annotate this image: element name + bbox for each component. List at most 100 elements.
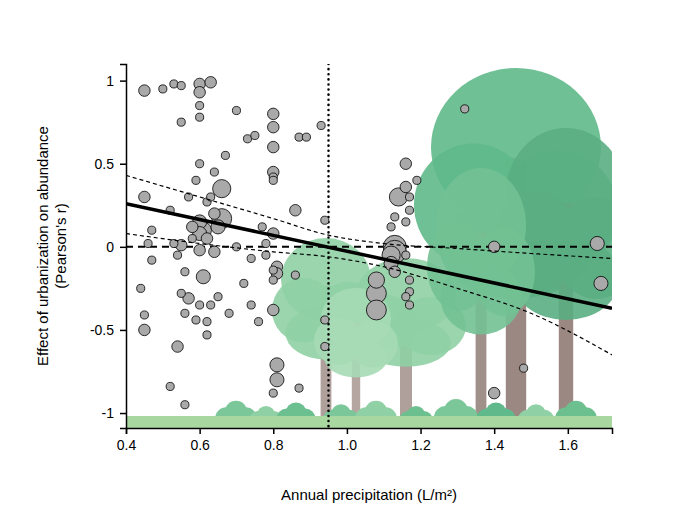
point xyxy=(139,85,151,97)
x-tick-label: 1.4 xyxy=(485,437,505,453)
x-tick: 1.4 xyxy=(485,428,505,453)
point xyxy=(247,254,255,262)
point xyxy=(295,133,303,141)
point xyxy=(194,244,206,256)
point xyxy=(461,105,469,113)
point xyxy=(402,293,410,301)
fit-line xyxy=(126,204,612,309)
y-axis: -1 -0.5 0 0.5 1 xyxy=(90,65,127,429)
point xyxy=(258,223,266,231)
point xyxy=(295,384,303,392)
x-tick-label: 0.6 xyxy=(190,437,210,453)
y-tick-label: -0.5 xyxy=(90,322,114,338)
point xyxy=(262,239,270,247)
point xyxy=(188,234,196,242)
point xyxy=(203,318,211,326)
point xyxy=(321,216,329,224)
y-tick: 0.5 xyxy=(95,156,126,172)
point xyxy=(181,268,189,276)
point xyxy=(232,106,240,114)
point xyxy=(144,239,152,247)
point xyxy=(196,101,204,109)
point xyxy=(413,176,421,184)
point xyxy=(166,382,174,390)
point xyxy=(192,176,200,184)
point xyxy=(405,193,413,201)
point xyxy=(290,205,302,217)
y-axis-title: Effect of urbanization on abundance(Pear… xyxy=(34,126,69,366)
point xyxy=(177,118,185,126)
point xyxy=(192,316,200,324)
point xyxy=(262,251,270,259)
x-tick: 0.6 xyxy=(190,428,210,453)
point xyxy=(488,387,500,399)
point xyxy=(366,300,386,320)
point xyxy=(387,223,395,231)
point xyxy=(232,243,240,251)
y-axis-title-line: (Pearson's r) xyxy=(52,203,69,288)
y-tick-label: -1 xyxy=(102,405,115,421)
point xyxy=(170,80,178,88)
point xyxy=(159,85,167,93)
y-tick: 0 xyxy=(106,239,126,255)
point xyxy=(520,364,528,372)
chart: 0.4 0.6 0.8 1.0 1.2 1.4 1.6 -1 -0.5 0 0.5 1 Annual p… xyxy=(0,0,684,518)
point xyxy=(148,226,156,234)
tree-crown xyxy=(325,338,388,377)
point xyxy=(140,311,148,319)
point xyxy=(389,266,401,278)
x-tick: 1.6 xyxy=(559,428,579,453)
x-tick-mark xyxy=(347,428,349,434)
point xyxy=(196,301,204,309)
point xyxy=(247,301,255,309)
y-tick-mark xyxy=(120,163,126,165)
grass xyxy=(126,416,612,428)
point xyxy=(269,266,277,274)
y-tick-label: 1 xyxy=(106,73,114,89)
point xyxy=(209,246,221,258)
x-tick: 0.4 xyxy=(117,428,137,453)
point xyxy=(139,191,151,203)
ci-upper xyxy=(126,175,612,258)
point xyxy=(270,358,284,372)
y-tick: 1 xyxy=(106,73,126,89)
point xyxy=(194,87,206,99)
y-axis-title-line: Effect of urbanization on abundance xyxy=(34,126,51,366)
point xyxy=(207,301,215,309)
decoration xyxy=(126,68,612,428)
point xyxy=(214,293,222,301)
point xyxy=(243,135,251,143)
point xyxy=(405,206,413,214)
point xyxy=(594,276,608,290)
y-tick-mark xyxy=(120,247,126,249)
x-tick-mark xyxy=(568,428,570,434)
point xyxy=(205,77,217,89)
y-tick-label: 0 xyxy=(106,239,114,255)
point xyxy=(173,251,181,259)
x-tick-mark xyxy=(494,428,496,434)
point xyxy=(240,279,248,287)
point xyxy=(268,304,280,316)
x-axis-title: Annual precipitation (L/m²) xyxy=(281,486,457,503)
point xyxy=(321,342,329,350)
point xyxy=(209,208,221,220)
point xyxy=(221,151,229,159)
x-tick-label: 0.8 xyxy=(264,437,284,453)
y-tick-mark xyxy=(120,330,126,332)
point xyxy=(203,331,211,339)
x-axis: 0.4 0.6 0.8 1.0 1.2 1.4 1.6 xyxy=(117,428,613,453)
point xyxy=(196,270,210,284)
point xyxy=(400,158,412,170)
data-layer xyxy=(126,64,612,428)
point xyxy=(196,160,204,168)
point xyxy=(321,316,329,324)
y-axis-line xyxy=(120,65,127,429)
x-tick: 1.0 xyxy=(338,428,358,453)
point xyxy=(291,271,299,279)
x-tick-mark xyxy=(199,428,201,434)
point xyxy=(187,221,199,233)
x-tick-label: 1.2 xyxy=(411,437,431,453)
point xyxy=(405,301,413,309)
x-tick-label: 1.0 xyxy=(338,437,358,453)
point xyxy=(268,108,280,120)
